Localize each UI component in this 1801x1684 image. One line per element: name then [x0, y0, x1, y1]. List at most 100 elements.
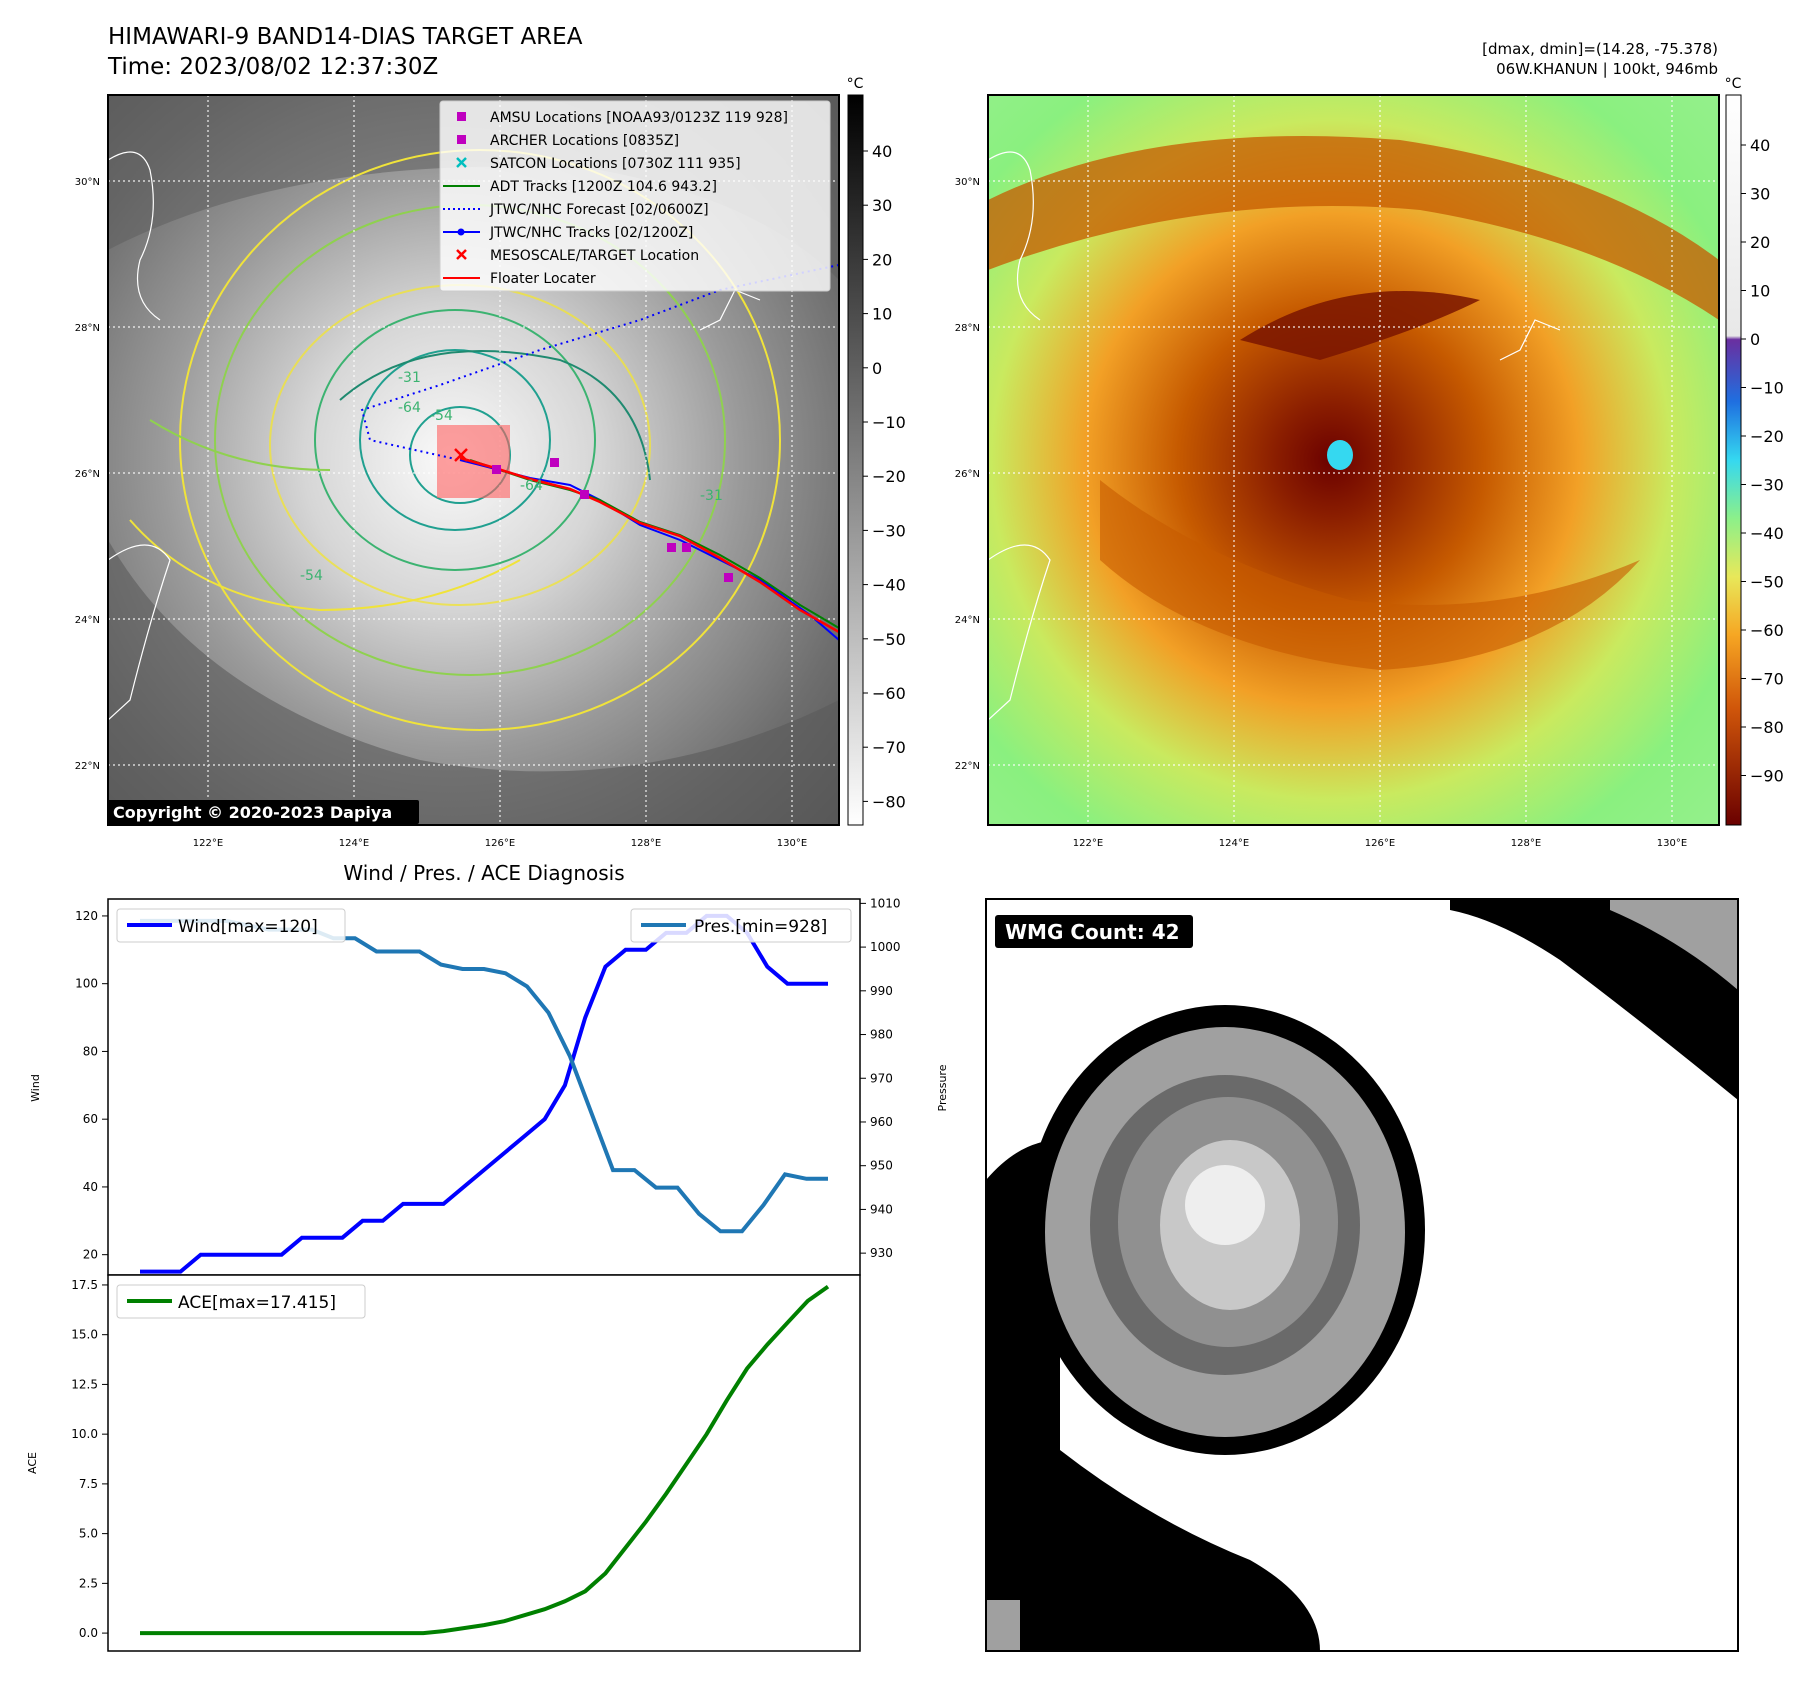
colorbar-tick: −80 — [1750, 718, 1784, 737]
y-tick-label: 2.5 — [79, 1576, 98, 1590]
legend-label: MESOSCALE/TARGET Location — [490, 248, 699, 264]
legend-label: JTWC/NHC Tracks [02/1200Z] — [489, 225, 693, 241]
floater-track — [459, 456, 839, 634]
lon-label: 122°E — [193, 838, 223, 849]
ace-series-label: ACE[max=17.415] — [178, 1293, 336, 1313]
y-tick-label: 20 — [83, 1248, 98, 1262]
colorbar-tick: −20 — [872, 467, 906, 486]
pressure-series-label: Pres.[min=928] — [694, 917, 827, 937]
y-tick-label: 60 — [83, 1112, 98, 1126]
wmg-count-badge — [995, 915, 1193, 948]
legend-label: JTWC/NHC Forecast [02/0600Z] — [489, 202, 709, 218]
legend-entry: JTWC/NHC Tracks [02/1200Z] — [443, 225, 693, 241]
colorbar-tick: −10 — [1750, 379, 1784, 398]
legend-marker — [457, 135, 466, 144]
wmg-panel: WMG Count: 42 — [985, 898, 1739, 1652]
y-right-tick-label: 940 — [870, 1202, 893, 1216]
y-right-tick-label: 960 — [870, 1115, 893, 1129]
colorbar-tick: −70 — [872, 738, 906, 757]
lat-label: 24°N — [955, 615, 980, 626]
wind-pressure-chart: 20 40 60 80 100 120 930 940 950 960 970 980 990 1000 1… — [29, 896, 949, 1276]
y-right-tick-label: 930 — [870, 1246, 893, 1260]
enhanced-map-panel: 30°N 28°N 26°N 24°N 22°N 122°E 124°E 126… — [955, 76, 1784, 849]
figure-title: HIMAWARI-9 BAND14-DIAS TARGET AREA — [108, 24, 583, 50]
lon-label: 124°E — [1219, 838, 1249, 849]
lon-label: 126°E — [485, 838, 515, 849]
diagnosis-title: Wind / Pres. / ACE Diagnosis — [343, 861, 624, 885]
lat-label: 30°N — [75, 177, 100, 188]
colorbar-tick: −20 — [1750, 427, 1784, 446]
colorbar-tick: 20 — [872, 250, 892, 269]
colorbar-tick: 0 — [872, 359, 882, 378]
legend-label: ARCHER Locations [0835Z] — [490, 133, 679, 149]
ir-colorbar: °C 40 30 20 10 0 −10 −20 −30 −40 −50 −60 −70 −80 — [847, 76, 906, 826]
contour-label: -54 — [430, 408, 453, 424]
colorbar-tick: 20 — [1750, 233, 1770, 252]
lat-label: 28°N — [75, 323, 100, 334]
colorbar-tick: 10 — [1750, 282, 1770, 301]
lat-label: 24°N — [75, 615, 100, 626]
lon-label: 126°E — [1365, 838, 1395, 849]
colorbar-tick: −30 — [872, 521, 906, 540]
colorbar-tick: −40 — [1750, 524, 1784, 543]
copyright-label: Copyright © 2020-2023 Dapiya — [113, 803, 392, 822]
lon-label: 130°E — [777, 838, 807, 849]
lon-label: 128°E — [631, 838, 661, 849]
ace-axis-label: ACE — [26, 1452, 39, 1474]
y-tick-label: 5.0 — [79, 1527, 98, 1541]
colorbar-unit: °C — [847, 76, 864, 92]
eye-feature — [1327, 440, 1353, 470]
ace-legend: ACE[max=17.415] — [116, 1284, 366, 1319]
legend-entry: Floater Locater — [443, 271, 596, 287]
lat-label: 28°N — [955, 323, 980, 334]
legend-entry: SATCON Locations [0730Z 111 935] — [456, 156, 741, 172]
colorbar-tick: −70 — [1750, 670, 1784, 689]
ir-map-legend: AMSU Locations [NOAA93/0123Z 119 928] ARC… — [439, 100, 831, 292]
y-tick-label: 100 — [75, 977, 98, 991]
colorbar-tick: 0 — [1750, 330, 1760, 349]
figure-time: Time: 2023/08/02 12:37:30Z — [107, 54, 438, 80]
ace-chart: 0.0 2.5 5.0 7.5 10.0 12.5 15.0 17.5 ACE ACE[max… — [26, 1274, 861, 1652]
lat-label: 22°N — [75, 761, 100, 772]
y-tick-label: 17.5 — [71, 1278, 98, 1292]
wmg-count-label: WMG Count: 42 — [1005, 920, 1180, 944]
legend-marker — [457, 112, 466, 121]
y-right-tick-label: 990 — [870, 984, 893, 998]
legend-entry: ADT Tracks [1200Z 104.6 943.2] — [443, 179, 717, 195]
copyright-badge — [107, 800, 419, 824]
lon-label: 128°E — [1511, 838, 1541, 849]
contour-label: -64 — [520, 478, 543, 494]
y-tick-label: 0.0 — [79, 1626, 98, 1640]
wind-legend: Wind[max=120] — [116, 908, 346, 943]
y-right-tick-label: 1000 — [870, 940, 901, 954]
y-tick-label: 120 — [75, 909, 98, 923]
legend-label: Floater Locater — [490, 271, 596, 287]
y-tick-label: 15.0 — [71, 1328, 98, 1342]
legend-entry: AMSU Locations [NOAA93/0123Z 119 928] — [457, 110, 788, 126]
legend-entry: ARCHER Locations [0835Z] — [457, 133, 679, 149]
pressure-legend: Pres.[min=928] — [630, 908, 852, 943]
contour-label: -54 — [300, 568, 323, 584]
y-tick-label: 80 — [83, 1044, 98, 1058]
colorbar-tick: −80 — [872, 792, 906, 811]
lat-label: 22°N — [955, 761, 980, 772]
colorbar-tick: −60 — [872, 684, 906, 703]
legend-label: SATCON Locations [0730Z 111 935] — [490, 156, 741, 172]
legend-label: AMSU Locations [NOAA93/0123Z 119 928] — [490, 110, 788, 126]
contour-label: -31 — [398, 370, 421, 386]
y-tick-label: 7.5 — [79, 1477, 98, 1491]
y-right-tick-label: 970 — [870, 1071, 893, 1085]
colorbar-tick: 40 — [872, 142, 892, 161]
colorbar-tick: 40 — [1750, 136, 1770, 155]
ir-map-panel: -31 -54 -64 -54 -64 -31 AMSU Locations [… — [75, 76, 906, 849]
colorbar-tick: −50 — [1750, 573, 1784, 592]
colorbar-tick: 30 — [872, 196, 892, 215]
y-tick-label: 10.0 — [71, 1427, 98, 1441]
lat-label: 26°N — [955, 469, 980, 480]
series-line — [140, 1284, 830, 1636]
colorbar-tick: −90 — [1750, 767, 1784, 786]
lon-label: 122°E — [1073, 838, 1103, 849]
contour-label: -31 — [700, 488, 723, 504]
dmax-dmin-label: [dmax, dmin]=(14.28, -75.378) — [1482, 40, 1718, 58]
